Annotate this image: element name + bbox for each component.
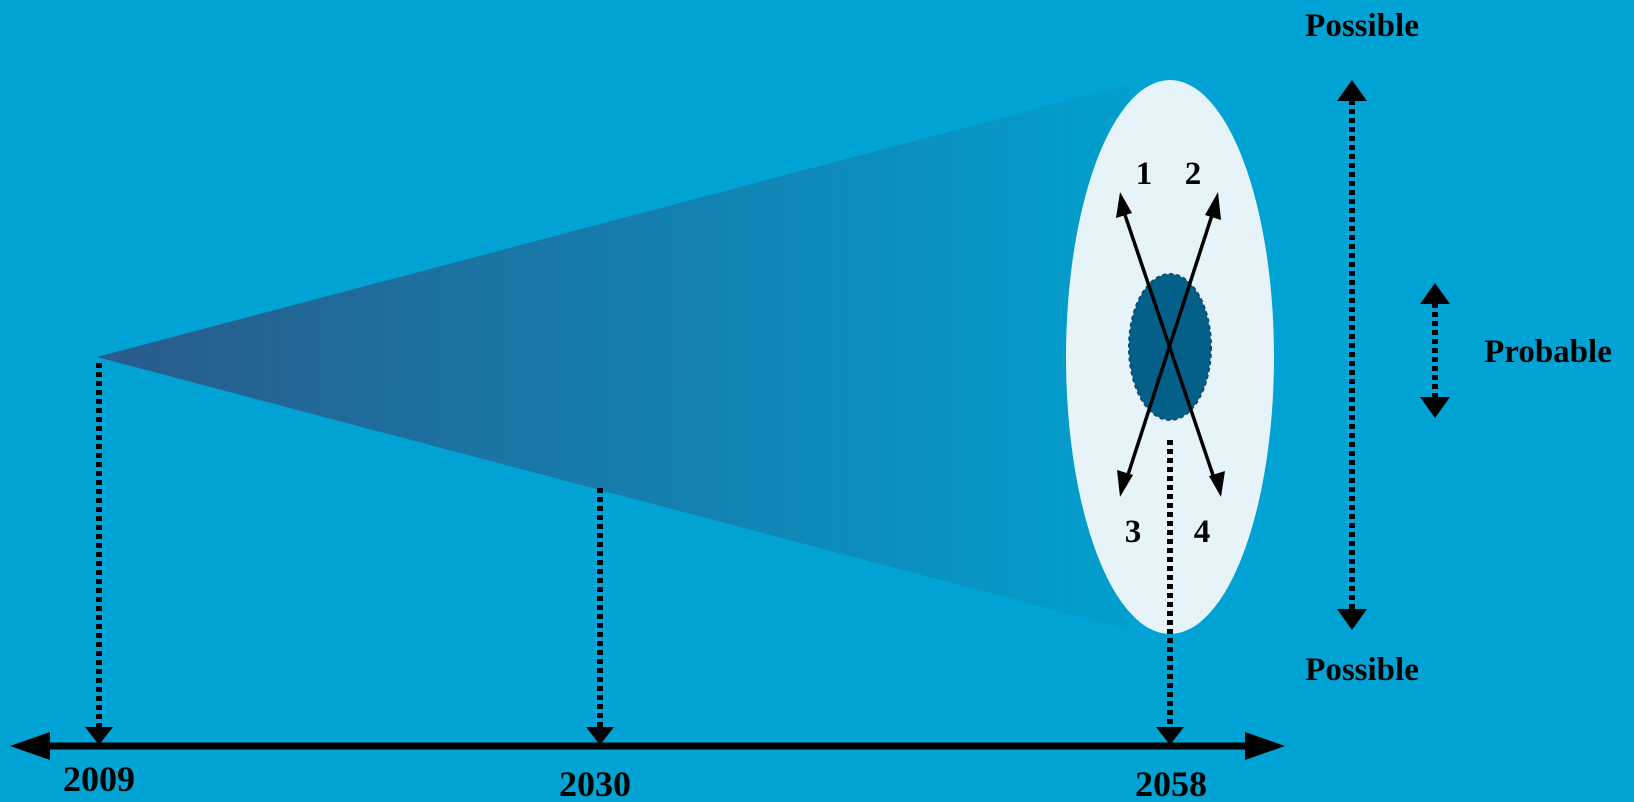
drop-arrow-2058 [1156,727,1184,745]
possible-label-bottom: Possible [1305,652,1419,688]
probable-range-arrow-top [1420,283,1450,304]
futures-cone [97,84,1130,630]
year-label-2009: 2009 [63,759,135,799]
scenario-arrow-4-head [1209,471,1225,497]
possible-range-arrow-bottom [1337,609,1367,630]
scenario-arrow-1-head [1116,192,1132,218]
probable-range-arrow-bottom [1420,397,1450,418]
probable-label: Probable [1484,334,1612,370]
year-label-2030: 2030 [559,764,631,802]
scenario-arrow-2 [1123,211,1215,485]
scenario-arrow-2-head [1205,192,1221,220]
possible-label-top: Possible [1305,8,1419,44]
scenario-label-1: 1 [1136,156,1153,192]
scenario-arrow-3-head [1117,470,1133,497]
possible-range-arrow-top [1337,80,1367,101]
scenario-label-4: 4 [1194,514,1211,550]
drop-arrow-2009 [85,727,113,745]
scenario-label-2: 2 [1185,156,1202,192]
timeline-arrow-right [1245,732,1285,760]
scenario-label-3: 3 [1125,514,1142,550]
drop-arrow-2030 [586,727,614,745]
timeline-arrow-left [10,732,50,760]
year-label-2058: 2058 [1135,764,1207,802]
